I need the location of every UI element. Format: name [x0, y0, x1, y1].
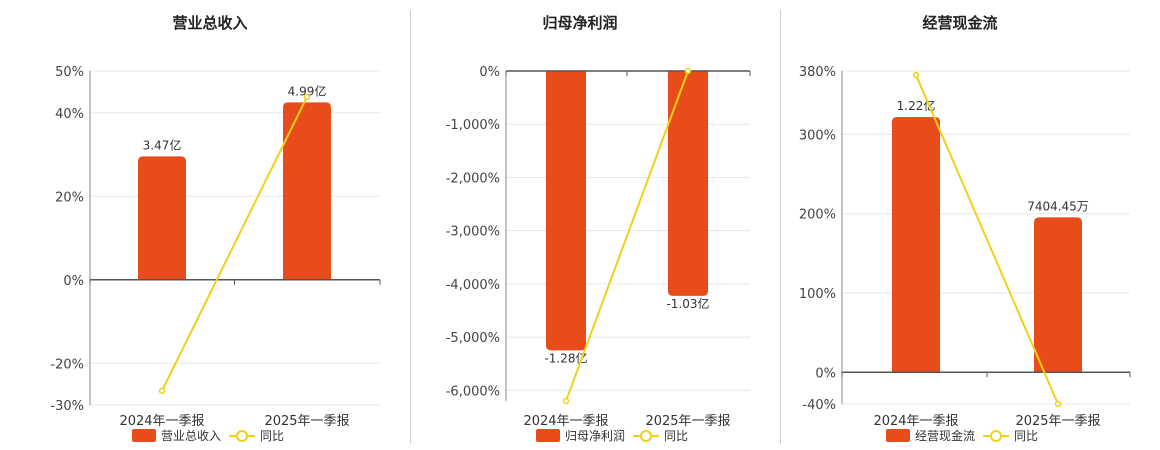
yoy-point — [562, 397, 570, 405]
y-tick-label: -6,000% — [446, 384, 500, 399]
y-tick-label: -40% — [802, 398, 836, 413]
x-category-label: 2025年一季报 — [264, 414, 349, 429]
legend-bar-label: 营业总收入 — [161, 429, 221, 443]
bar-data-label: 7404.45万 — [1027, 199, 1089, 213]
bar-data-label: -1.03亿 — [666, 296, 709, 311]
legend-bar-swatch — [132, 429, 156, 442]
y-tick-label: 40% — [55, 107, 84, 122]
legend-line-label: 同比 — [260, 429, 284, 443]
cash-flow-chart: 经营现金流 380% 300% 200% 100% 0% -40% 1.22亿 7404.45万… — [799, 14, 1131, 443]
net-profit-chart-panel: 归母净利润 0% -1,000% -2,000% -3,000% -4,000% -5,00… — [410, 0, 780, 450]
y-tick-label: 20% — [55, 190, 84, 205]
y-tick-label: 100% — [799, 287, 836, 302]
y-tick-label: -20% — [50, 357, 84, 372]
bar — [1034, 217, 1082, 373]
yoy-point — [684, 67, 692, 75]
y-tick-label: 50% — [55, 65, 84, 80]
cash-flow-chart-panel: 经营现金流 380% 300% 200% 100% 0% -40% 1.22亿 7404.45万… — [780, 0, 1160, 450]
bar — [668, 71, 708, 296]
bar-data-label: 3.47亿 — [143, 137, 182, 152]
legend-bar-swatch — [536, 429, 560, 442]
y-tick-label: -4,000% — [446, 278, 500, 293]
bar-data-label: 4.99亿 — [288, 83, 327, 98]
y-tick-label: 0% — [63, 274, 84, 289]
y-tick-label: -1,000% — [446, 118, 500, 133]
y-tick-label: 200% — [799, 208, 836, 223]
y-tick-label: -3,000% — [446, 225, 500, 240]
legend-line-marker — [990, 430, 1002, 442]
yoy-point — [1054, 400, 1062, 408]
legend-bar-label: 经营现金流 — [915, 428, 975, 443]
chart-title: 经营现金流 — [922, 14, 997, 32]
bar-data-label: 1.22亿 — [897, 98, 936, 113]
x-category-label: 2025年一季报 — [1015, 414, 1100, 429]
legend-bar-swatch — [886, 429, 910, 442]
net-profit-chart: 归母净利润 0% -1,000% -2,000% -3,000% -4,000% -5,00… — [446, 14, 751, 443]
bar-data-label: -1.28亿 — [544, 350, 587, 365]
y-tick-label: 300% — [799, 128, 836, 143]
y-tick-label: 0% — [479, 65, 500, 80]
bar — [283, 102, 331, 280]
bar — [546, 71, 586, 351]
bar — [138, 156, 186, 280]
x-category-label: 2025年一季报 — [645, 414, 730, 429]
legend-line-label: 同比 — [1014, 429, 1038, 443]
y-tick-label: 380% — [799, 65, 836, 80]
x-category-label: 2024年一季报 — [873, 414, 958, 429]
yoy-point — [158, 387, 166, 395]
y-tick-label: -2,000% — [446, 171, 500, 186]
bar — [892, 116, 940, 373]
y-tick-label: -5,000% — [446, 331, 500, 346]
legend-line-label: 同比 — [664, 429, 688, 443]
revenue-chart-panel: 营业总收入 50% 40% 20% 0% -20% -30% 3.47亿 4.99亿 2024年一… — [0, 0, 400, 450]
legend-bar-label: 归母净利润 — [565, 429, 625, 443]
yoy-line — [161, 96, 308, 392]
legend-line-marker — [236, 430, 248, 442]
chart-title: 归母净利润 — [542, 14, 617, 32]
panel-divider — [780, 10, 781, 444]
panel-divider — [410, 10, 411, 444]
chart-title: 营业总收入 — [172, 14, 247, 32]
yoy-line — [565, 70, 689, 402]
x-category-label: 2024年一季报 — [119, 414, 204, 429]
yoy-point — [303, 93, 311, 101]
x-category-label: 2024年一季报 — [523, 414, 608, 429]
y-tick-label: -30% — [50, 399, 84, 414]
yoy-line — [915, 74, 1059, 405]
revenue-chart: 营业总收入 50% 40% 20% 0% -20% -30% 3.47亿 4.99亿 2024年一… — [50, 14, 381, 443]
y-tick-label: 0% — [815, 366, 836, 381]
legend-line-marker — [640, 430, 652, 442]
yoy-point — [912, 71, 920, 79]
